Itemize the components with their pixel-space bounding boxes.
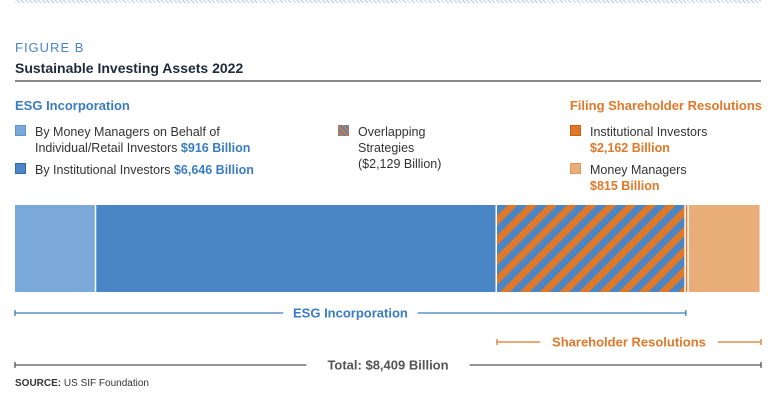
legend-label: Overlapping bbox=[358, 125, 426, 139]
bar-filing-institutional-only bbox=[685, 205, 688, 292]
title-divider bbox=[15, 80, 761, 82]
esg-legend-heading: ESG Incorporation bbox=[15, 98, 130, 113]
bar-overlapping bbox=[496, 205, 685, 292]
legend-money-managers: By Money Managers on Behalf of Individua… bbox=[15, 124, 315, 156]
legend-label: Institutional Investors bbox=[590, 125, 708, 139]
legend-institutional: By Institutional Investors $6,646 Billio… bbox=[15, 162, 315, 178]
legend-value: $916 Billion bbox=[180, 141, 251, 155]
top-decorative-line bbox=[15, 0, 761, 3]
figure-label: FIGURE B bbox=[15, 40, 85, 55]
swatch-icon bbox=[15, 163, 26, 174]
legend-label: Strategies bbox=[358, 141, 415, 155]
legend-filing-money-managers: Money Managers $815 Billion bbox=[570, 162, 770, 194]
bracket-total: Total: $8,409 Billion bbox=[14, 358, 762, 373]
legend-filing-institutional: Institutional Investors $2,162 Billion bbox=[570, 124, 770, 156]
filing-legend-heading: Filing Shareholder Resolutions bbox=[569, 98, 762, 113]
bar-esg-money-managers bbox=[15, 205, 95, 292]
bracket-esg-label: ESG Incorporation bbox=[293, 306, 408, 321]
bracket-esg: ESG Incorporation bbox=[14, 306, 687, 321]
swatch-icon bbox=[570, 163, 581, 174]
hatched-swatch-icon bbox=[338, 125, 349, 136]
source-text: US SIF Foundation bbox=[63, 378, 149, 389]
legend-label: Individual/Retail Investors bbox=[35, 141, 178, 155]
bar-esg-institutional-only bbox=[96, 205, 496, 292]
chart-title: Sustainable Investing Assets 2022 bbox=[15, 60, 244, 76]
legend-value: $2,162 Billion bbox=[590, 141, 670, 155]
legend-overlapping: Overlapping Strategies ($2,129 Billion) bbox=[338, 124, 498, 172]
legend-label: By Institutional Investors bbox=[35, 163, 171, 177]
legend-label: By Money Managers on Behalf of bbox=[35, 125, 220, 139]
legend-value: ($2,129 Billion) bbox=[358, 157, 442, 171]
bar-filing-money-managers bbox=[688, 205, 760, 292]
legend-label: Money Managers bbox=[590, 163, 687, 177]
legend-value: $6,646 Billion bbox=[173, 163, 254, 177]
swatch-icon bbox=[15, 125, 26, 136]
source-note: SOURCE: US SIF Foundation bbox=[15, 378, 149, 389]
swatch-icon bbox=[570, 125, 581, 136]
source-label: SOURCE: bbox=[15, 378, 62, 389]
bracket-total-label: Total: $8,409 Billion bbox=[327, 358, 448, 373]
bracket-shareholder-label: Shareholder Resolutions bbox=[552, 335, 706, 350]
legend-value: $815 Billion bbox=[590, 179, 660, 193]
bracket-shareholder: Shareholder Resolutions bbox=[496, 335, 762, 350]
